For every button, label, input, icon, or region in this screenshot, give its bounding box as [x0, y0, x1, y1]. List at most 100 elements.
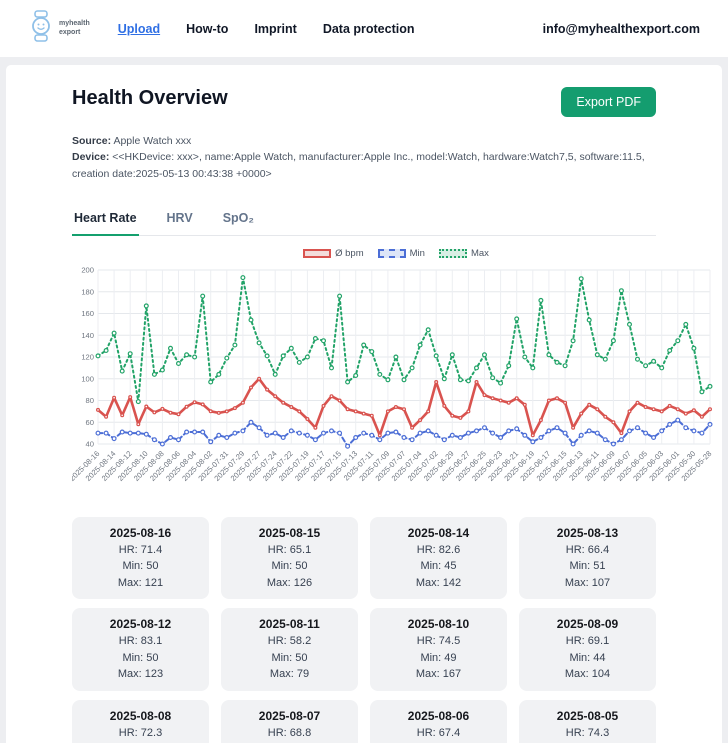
- device-metadata: Source: Apple Watch xxx Device: <<HKDevi…: [72, 133, 656, 182]
- watch-logo-icon: [28, 10, 54, 47]
- card-date: 2025-08-15: [258, 525, 321, 540]
- card-min-label: Min:: [569, 651, 591, 664]
- svg-text:80: 80: [86, 396, 94, 405]
- card-hr-number: 66.4: [587, 543, 610, 556]
- card-max-value: Max: 126: [227, 575, 352, 592]
- nav-link-imprint[interactable]: Imprint: [254, 21, 297, 36]
- card-hr-value: HR: 69.1: [525, 633, 650, 650]
- tab-spo-[interactable]: SpO₂: [222, 210, 254, 225]
- source-line: Source: Apple Watch xxx: [72, 133, 656, 149]
- card-max-label: Max:: [564, 576, 589, 589]
- card-min-label: Min:: [271, 651, 293, 664]
- heart-rate-line-chart[interactable]: 4060801001201401601802002025-08-162025-0…: [68, 262, 720, 498]
- card-date: 2025-08-10: [407, 617, 470, 632]
- tab-heart-rate[interactable]: Heart Rate: [72, 202, 139, 236]
- card-max-number: 123: [144, 668, 164, 681]
- svg-text:100: 100: [81, 374, 94, 383]
- tab-hrv[interactable]: HRV: [166, 210, 193, 225]
- card-hr-value: HR: 65.1: [227, 542, 352, 559]
- svg-text:120: 120: [81, 352, 94, 361]
- app-logo[interactable]: myhealth export: [28, 10, 90, 47]
- card-hr-value: HR: 82.6: [376, 542, 501, 559]
- daily-card-2025-08-14: 2025-08-14 HR: 82.6 Min: 45 Max: 142: [370, 516, 507, 600]
- card-min-number: 49: [444, 651, 457, 664]
- daily-summary-cards: 2025-08-16 HR: 71.4 Min: 50 Max: 121 2025-08…: [72, 516, 656, 743]
- card-min-value: Min: 50: [227, 650, 352, 667]
- card-max-label: Max:: [415, 576, 440, 589]
- card-max-label: Max:: [117, 576, 142, 589]
- card-min-label: Min:: [271, 560, 293, 573]
- contact-email[interactable]: info@myhealthexport.com: [542, 21, 700, 36]
- card-min-number: 50: [146, 560, 159, 573]
- card-min-value: Min: 45: [376, 558, 501, 575]
- card-date: 2025-08-09: [556, 617, 619, 632]
- legend-item-2[interactable]: Max: [438, 248, 489, 260]
- card-hr-label: HR:: [565, 635, 585, 648]
- card-date: 2025-08-16: [109, 525, 172, 540]
- card-min-value: Min: 44: [525, 650, 650, 667]
- card-date: 2025-08-13: [556, 525, 619, 540]
- card-hr-label: HR:: [267, 543, 287, 556]
- daily-card-2025-08-16: 2025-08-16 HR: 71.4 Min: 50 Max: 121: [72, 516, 209, 600]
- export-pdf-button[interactable]: Export PDF: [561, 87, 656, 117]
- svg-text:40: 40: [86, 439, 94, 448]
- card-hr-value: HR: 66.4: [525, 542, 650, 559]
- legend-item-0[interactable]: Ø bpm: [303, 248, 364, 259]
- heart-rate-chart-section: Ø bpm Min Max 40 60 80 100 120 140 160 180 200 2025…: [68, 246, 720, 503]
- card-hr-label: HR:: [416, 635, 436, 648]
- card-hr-value: HR: 74.3: [525, 725, 650, 742]
- card-max-value: Max: 121: [78, 575, 203, 592]
- card-max-label: Max:: [564, 668, 589, 681]
- card-min-value: Min: 49: [376, 650, 501, 667]
- page-header: Health Overview Export PDF: [72, 87, 656, 117]
- card-hr-label: HR:: [267, 635, 287, 648]
- card-hr-value: HR: 68.8: [227, 725, 352, 742]
- chart-legend: Ø bpm Min Max: [72, 246, 720, 262]
- card-hr-number: 82.6: [438, 543, 461, 556]
- card-hr-number: 83.1: [140, 635, 163, 648]
- card-hr-value: HR: 72.3: [78, 725, 203, 742]
- card-min-value: Min: 50: [78, 650, 203, 667]
- card-max-value: Max: 107: [525, 575, 650, 592]
- daily-card-2025-08-12: 2025-08-12 HR: 83.1 Min: 50 Max: 123: [72, 608, 209, 691]
- daily-card-2025-08-09: 2025-08-09 HR: 69.1 Min: 44 Max: 104: [519, 608, 656, 691]
- card-hr-value: HR: 83.1: [78, 633, 203, 650]
- main-nav: Upload How-to Imprint Data protection: [118, 22, 415, 36]
- card-hr-label: HR:: [416, 543, 436, 556]
- nav-link-how-to[interactable]: How-to: [186, 21, 229, 36]
- card-hr-label: HR:: [565, 726, 585, 739]
- legend-label: Max: [470, 248, 489, 260]
- card-hr-value: HR: 67.4: [376, 725, 501, 742]
- daily-card-2025-08-13: 2025-08-13 HR: 66.4 Min: 51 Max: 107: [519, 516, 656, 600]
- card-min-number: 50: [295, 651, 308, 664]
- svg-text:200: 200: [81, 265, 94, 274]
- nav-link-data-protection[interactable]: Data protection: [322, 21, 415, 36]
- logo-wordmark: myhealth export: [59, 20, 90, 36]
- card-max-value: Max: 142: [376, 575, 501, 592]
- card-hr-number: 68.8: [289, 726, 312, 739]
- card-date: 2025-08-11: [259, 617, 320, 632]
- card-min-number: 51: [593, 560, 606, 573]
- card-min-value: Min: 50: [78, 558, 203, 575]
- card-hr-number: 74.3: [587, 726, 610, 739]
- card-hr-label: HR:: [118, 543, 138, 556]
- card-min-label: Min:: [420, 560, 442, 573]
- card-max-number: 167: [442, 668, 462, 681]
- card-min-number: 50: [146, 651, 159, 664]
- device-label: Device:: [72, 151, 110, 164]
- card-max-label: Max:: [415, 668, 440, 681]
- card-min-label: Min:: [569, 560, 591, 573]
- card-hr-number: 72.3: [140, 726, 163, 739]
- card-min-number: 45: [444, 560, 457, 573]
- card-hr-number: 67.4: [438, 726, 461, 739]
- card-min-number: 50: [295, 560, 308, 573]
- card-hr-label: HR:: [118, 726, 138, 739]
- legend-item-1[interactable]: Min: [377, 248, 425, 259]
- legend-swatch-icon: [377, 249, 406, 259]
- card-date: 2025-08-07: [258, 708, 321, 723]
- daily-card-2025-08-11: 2025-08-11 HR: 58.2 Min: 50 Max: 79: [221, 608, 358, 691]
- card-max-number: 79: [296, 668, 310, 681]
- card-hr-value: HR: 58.2: [227, 633, 352, 650]
- nav-link-upload[interactable]: Upload: [117, 21, 161, 36]
